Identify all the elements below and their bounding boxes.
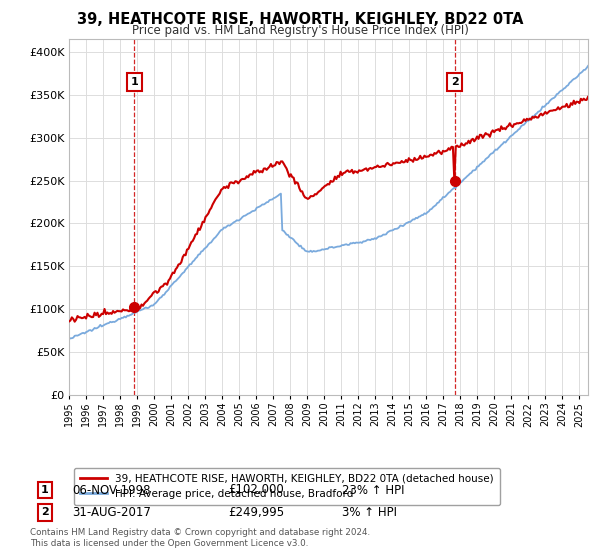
Text: 39, HEATHCOTE RISE, HAWORTH, KEIGHLEY, BD22 0TA: 39, HEATHCOTE RISE, HAWORTH, KEIGHLEY, B… — [77, 12, 523, 27]
Text: 3% ↑ HPI: 3% ↑ HPI — [342, 506, 397, 519]
Legend: 39, HEATHCOTE RISE, HAWORTH, KEIGHLEY, BD22 0TA (detached house), HPI: Average p: 39, HEATHCOTE RISE, HAWORTH, KEIGHLEY, B… — [74, 468, 500, 505]
Text: £102,000: £102,000 — [228, 483, 284, 497]
Text: £249,995: £249,995 — [228, 506, 284, 519]
Text: 2: 2 — [451, 77, 458, 87]
Text: 23% ↑ HPI: 23% ↑ HPI — [342, 483, 404, 497]
Text: 2: 2 — [41, 507, 49, 517]
Text: 31-AUG-2017: 31-AUG-2017 — [72, 506, 151, 519]
Text: Contains HM Land Registry data © Crown copyright and database right 2024.
This d: Contains HM Land Registry data © Crown c… — [30, 528, 370, 548]
Text: Price paid vs. HM Land Registry's House Price Index (HPI): Price paid vs. HM Land Registry's House … — [131, 24, 469, 37]
Text: 06-NOV-1998: 06-NOV-1998 — [72, 483, 151, 497]
Text: 1: 1 — [130, 77, 138, 87]
Text: 1: 1 — [41, 485, 49, 495]
